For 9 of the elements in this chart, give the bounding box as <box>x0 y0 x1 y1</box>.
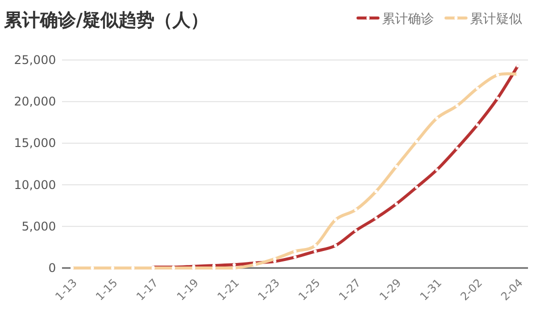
y-tick-label: 10,000 <box>14 178 56 192</box>
chart-title: 累计确诊/疑似趋势（人） <box>3 10 209 31</box>
y-tick-label: 20,000 <box>14 94 56 109</box>
y-tick-label: 25,000 <box>14 53 56 67</box>
y-tick-label: 5,000 <box>22 219 56 234</box>
legend-label: 累计确诊 <box>382 12 434 27</box>
y-tick-label: 0 <box>48 261 56 275</box>
y-tick-label: 15,000 <box>14 136 56 150</box>
legend-label: 累计疑似 <box>470 12 522 27</box>
